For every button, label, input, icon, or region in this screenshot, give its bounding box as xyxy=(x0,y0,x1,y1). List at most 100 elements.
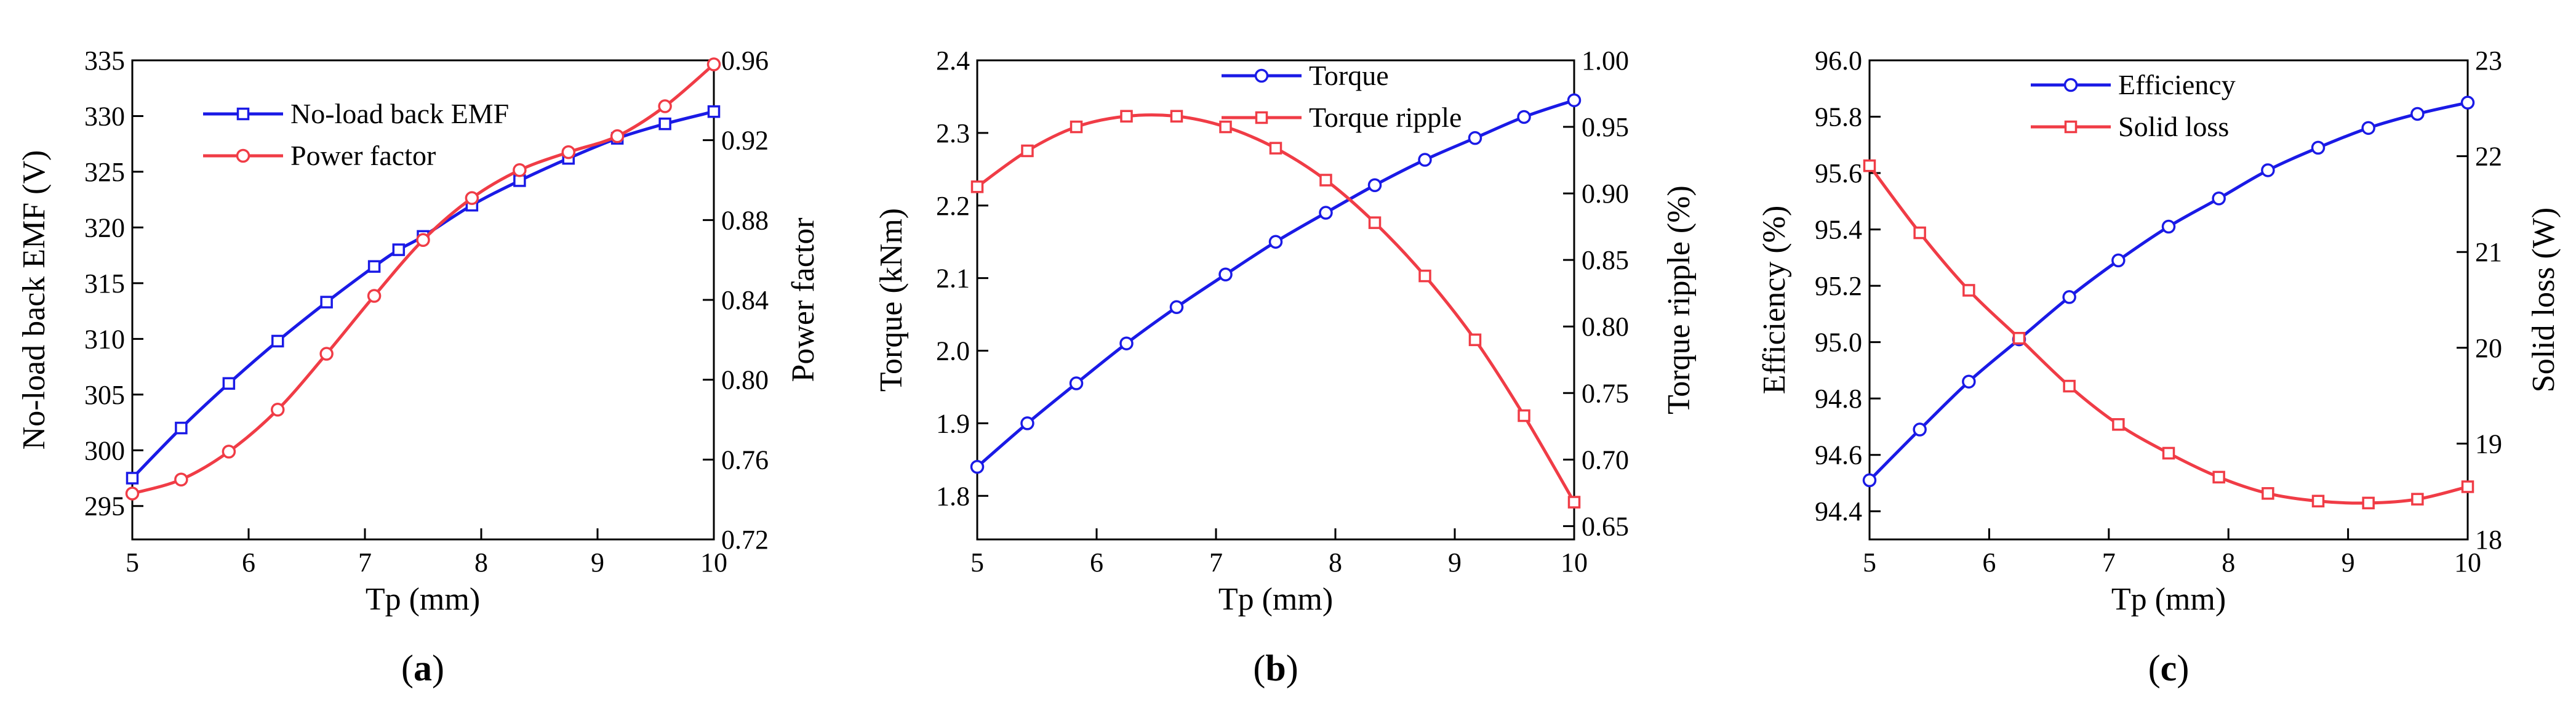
y-right-tick-label: 23 xyxy=(2475,46,2502,76)
y-right-tick-label: 18 xyxy=(2475,525,2502,555)
y-right-tick-label: 0.80 xyxy=(1582,312,1629,342)
data-point xyxy=(1913,226,1926,240)
data-point xyxy=(416,233,430,247)
y-right-tick-label: 0.65 xyxy=(1582,511,1629,541)
data-point xyxy=(970,180,984,193)
data-point xyxy=(1468,333,1482,347)
y-left-tick-label: 96.0 xyxy=(1815,46,1862,76)
data-point xyxy=(2361,121,2375,135)
y-left-tick-label: 95.8 xyxy=(1815,102,1862,132)
legend-label: Torque xyxy=(1309,60,1389,91)
legend: Efficiency Solid loss xyxy=(2031,69,2236,142)
data-point xyxy=(2212,191,2226,206)
data-point xyxy=(175,421,188,435)
data-point xyxy=(1169,300,1184,315)
legend-entry: Efficiency xyxy=(2031,69,2236,100)
legend-entry: Solid loss xyxy=(2031,111,2229,142)
legend-marker xyxy=(2064,120,2078,134)
y-right-tick-label: 0.88 xyxy=(721,205,769,235)
data-point xyxy=(2111,253,2126,268)
y-axis-left-label: No-load back EMF (V) xyxy=(17,150,52,450)
y-left-tick-label: 300 xyxy=(84,435,125,466)
caption-letter: a xyxy=(414,648,432,688)
data-point xyxy=(2112,418,2125,431)
data-point xyxy=(1319,174,1332,187)
data-point xyxy=(1418,153,1432,167)
y-right-tick-label: 20 xyxy=(2475,333,2502,363)
x-tick-label: 8 xyxy=(474,547,488,578)
data-point xyxy=(1070,120,1083,134)
y-left-tick-label: 94.6 xyxy=(1815,440,1862,470)
legend-entry: No-load back EMF xyxy=(203,98,509,129)
y-right-tick-label: 21 xyxy=(2475,237,2502,267)
series-line xyxy=(976,99,1575,469)
x-tick-label: 10 xyxy=(1561,547,1588,578)
data-point xyxy=(2012,331,2026,345)
data-point xyxy=(658,117,671,131)
y-axis-left-label: Torque (kNm) xyxy=(874,208,909,392)
caption-letter: b xyxy=(1265,648,1286,688)
series-solid-loss xyxy=(1863,159,2474,510)
data-point xyxy=(1319,206,1333,220)
series-line xyxy=(976,113,1576,503)
series-layer xyxy=(1862,95,2475,510)
data-point xyxy=(610,129,625,143)
plot-frame xyxy=(1868,59,2469,541)
data-point xyxy=(174,472,188,486)
series-power-factor xyxy=(125,57,721,501)
x-tick-label: 9 xyxy=(591,547,604,578)
y-left-tick-label: 95.4 xyxy=(1815,215,1862,245)
data-point xyxy=(1567,496,1581,509)
legend-marker xyxy=(1254,68,1269,83)
y-axis-right-label: Torque ripple (%) xyxy=(1662,185,1697,414)
y-axis-right: 18 19 20 21 22 23 xyxy=(2457,46,2502,555)
y-left-tick-label: 2.4 xyxy=(936,46,970,76)
legend-entry: Torque ripple xyxy=(1222,102,1462,133)
data-point xyxy=(1119,336,1134,350)
data-point xyxy=(367,289,382,303)
y-right-tick-label: 0.80 xyxy=(721,365,769,395)
data-point xyxy=(367,260,381,273)
y-axis-left: 295 300 305 310 315 320 325 330 335 xyxy=(84,46,143,522)
x-tick-label: 6 xyxy=(1090,547,1103,578)
data-point xyxy=(2461,480,2474,493)
x-tick-label: 6 xyxy=(1982,547,1996,578)
y-left-tick-label: 320 xyxy=(84,212,125,243)
panel-caption: (c) xyxy=(2148,648,2190,688)
data-point xyxy=(2460,95,2475,110)
legend-marker xyxy=(236,148,250,163)
y-right-tick-label: 0.84 xyxy=(721,285,769,315)
data-point xyxy=(2311,140,2326,155)
series-torque-ripple xyxy=(970,110,1581,509)
data-point xyxy=(271,403,285,417)
y-left-tick-label: 2.3 xyxy=(936,118,970,148)
x-tick-label: 8 xyxy=(1329,547,1342,578)
y-axis-left: 1.8 1.9 2.0 2.1 2.2 2.3 2.4 xyxy=(936,46,988,511)
y-left-tick-label: 2.0 xyxy=(936,336,970,366)
data-point xyxy=(1218,267,1233,281)
x-tick-label: 8 xyxy=(2222,547,2235,578)
y-left-tick-label: 295 xyxy=(84,491,125,522)
legend-marker xyxy=(1255,111,1268,124)
y-axis-left: 94.4 94.6 94.8 95.0 95.2 95.4 95.6 95.8 96.0 xyxy=(1815,46,1881,526)
data-point xyxy=(707,105,721,118)
x-tick-label: 7 xyxy=(2102,547,2116,578)
y-axis-right: 0.72 0.76 0.80 0.84 0.88 0.92 0.96 xyxy=(703,46,769,555)
x-tick-label: 7 xyxy=(1209,547,1223,578)
data-point xyxy=(2362,496,2375,510)
y-left-tick-label: 325 xyxy=(84,157,125,187)
series-layer xyxy=(125,57,721,501)
x-axis: 5 6 7 8 9 10 xyxy=(970,528,1588,578)
y-axis-left-label: Efficiency (%) xyxy=(1757,206,1792,395)
x-tick-label: 9 xyxy=(1448,547,1462,578)
legend-entry: Torque xyxy=(1222,60,1389,91)
legend: No-load back EMF Power factor xyxy=(203,98,509,171)
y-left-tick-label: 95.6 xyxy=(1815,158,1862,188)
legend-marker xyxy=(2063,78,2078,92)
data-point xyxy=(1962,374,1976,389)
y-left-tick-label: 315 xyxy=(84,268,125,299)
x-tick-label: 10 xyxy=(700,547,727,578)
data-point xyxy=(126,472,139,485)
series-efficiency xyxy=(1862,95,2475,488)
series-line xyxy=(1868,101,2468,482)
